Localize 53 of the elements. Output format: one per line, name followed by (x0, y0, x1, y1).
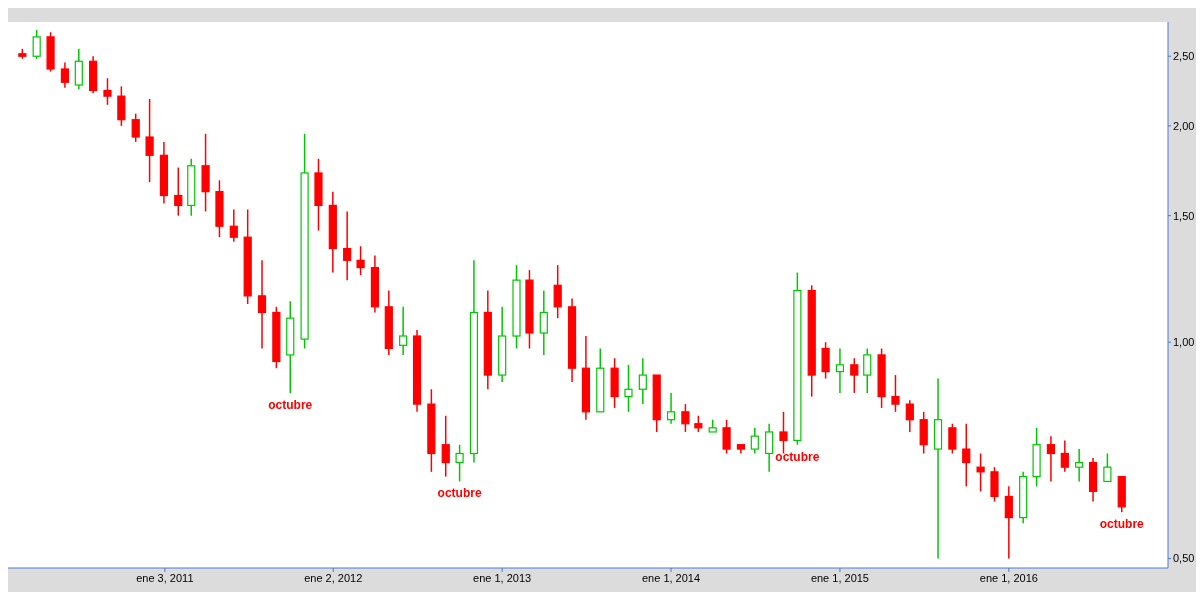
y-tick-label: 2,00 (1173, 119, 1195, 132)
x-tick-label: ene 1, 2016 (979, 571, 1038, 584)
candlestick (666, 392, 676, 425)
candlestick (32, 29, 41, 60)
y-tick-label: 2,50 (1173, 50, 1195, 63)
candlestick (722, 418, 731, 455)
candlestick (891, 374, 900, 413)
x-tick-label: ene 1, 2013 (473, 571, 532, 584)
candlestick (850, 357, 859, 394)
candlestick (174, 166, 183, 217)
annotation: octubre (775, 449, 820, 464)
candlestick (624, 364, 633, 413)
candlestick (638, 357, 647, 405)
candlestick (821, 341, 830, 380)
candlestick (1004, 485, 1013, 560)
x-tick-label: ene 1, 2015 (810, 571, 870, 584)
x-tick-label: ene 1, 2014 (641, 571, 701, 584)
candlestick (976, 452, 985, 493)
candlestick (257, 259, 267, 350)
candlestick (1060, 439, 1069, 473)
y-tick-label: 0,50 (1173, 552, 1195, 565)
y-tick-label: 1,00 (1173, 336, 1195, 349)
candlestick (229, 208, 238, 243)
x-tick-label: ene 2, 2012 (304, 571, 363, 584)
candlestick (441, 415, 450, 478)
annotation: octubre (437, 486, 482, 501)
candlestick (905, 399, 914, 433)
candlestick (103, 77, 112, 106)
candlestick (455, 443, 464, 483)
y-tick-label: 1,50 (1173, 209, 1195, 222)
candlestick (765, 423, 774, 473)
candlestick (948, 423, 957, 455)
candlestick (750, 427, 759, 455)
candlestick (681, 403, 690, 433)
candlestick (962, 423, 971, 488)
annotation: octubre (268, 397, 313, 412)
candlestick (60, 61, 70, 89)
candlestick (74, 48, 83, 90)
candlestick (145, 98, 154, 183)
candlestick (553, 264, 562, 319)
candlestick (117, 85, 126, 127)
candlestick (356, 245, 365, 276)
candlestick (399, 306, 408, 356)
candlestick (1075, 448, 1084, 483)
candlestick (1103, 452, 1112, 483)
candlestick (343, 210, 352, 281)
x-tick-label: ene 3, 2011 (136, 571, 194, 584)
candlestick (539, 289, 548, 356)
candlestick (131, 112, 140, 143)
annotation: octubre (1099, 517, 1145, 532)
candlestick (863, 347, 872, 394)
candlestick (1046, 435, 1056, 483)
candlestick (835, 347, 845, 394)
